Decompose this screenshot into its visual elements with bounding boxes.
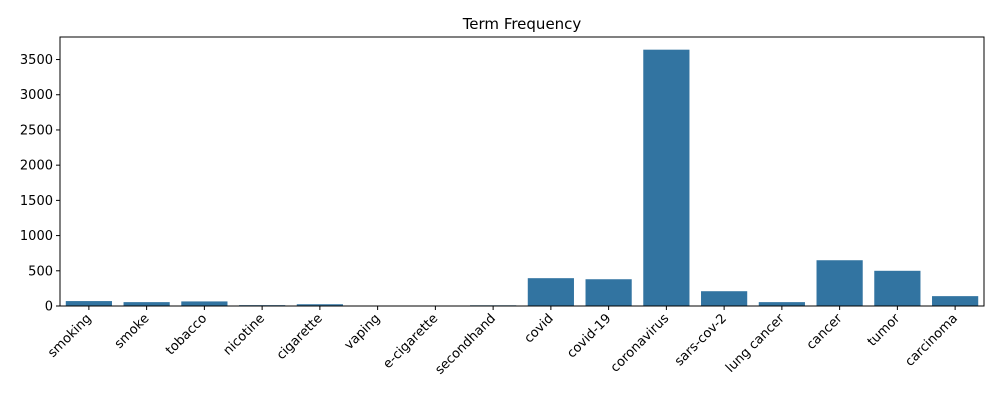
x-tick-label: coronavirus [608, 311, 672, 375]
x-tick-label: smoke [112, 311, 153, 352]
y-tick-label: 2000 [20, 159, 53, 174]
bar-sars-cov-2 [701, 291, 748, 306]
bar-cancer [816, 260, 863, 306]
y-tick-label: 3000 [20, 88, 53, 103]
bars-group [65, 49, 979, 307]
x-tick-label: tobacco [163, 311, 210, 358]
x-tick-label: cancer [804, 311, 846, 353]
bar-lung-cancer [758, 302, 805, 306]
x-tick-label: vaping [342, 311, 384, 353]
x-tick-label: covid [522, 311, 557, 346]
bar-carcinoma [932, 296, 979, 306]
bar-covid [527, 278, 574, 306]
x-tick-label: smoking [45, 311, 95, 361]
y-tick-label: 500 [28, 264, 53, 279]
x-tick-label: sars-cov-2 [672, 311, 730, 369]
x-tick-label: nicotine [221, 311, 268, 358]
x-tick-label: secondhand [432, 311, 499, 378]
bar-smoke [123, 302, 170, 306]
x-tick-label: cigarette [274, 311, 326, 363]
bar-cigarette [296, 304, 343, 306]
bar-smoking [65, 301, 112, 306]
x-tick-label: covid-19 [564, 311, 614, 361]
plot-frame [59, 36, 985, 307]
bar-tumor [874, 270, 921, 306]
y-tick-label: 0 [45, 300, 53, 315]
y-axis: 0 500 1000 1500 2000 2500 3000 3500 [20, 53, 60, 315]
chart-title: Term Frequency [462, 15, 582, 33]
bar-tobacco [181, 301, 228, 306]
y-tick-label: 1500 [20, 194, 53, 209]
bar-coronavirus [643, 49, 690, 307]
x-tick-label: carcinoma [902, 311, 961, 370]
x-tick-label: tumor [865, 311, 904, 350]
x-axis: smoking smoke tobacco nicotine cigarette vapi… [45, 306, 961, 378]
bar-covid-19 [585, 279, 632, 306]
x-tick-label: e-cigarette [380, 311, 441, 372]
y-tick-label: 3500 [20, 53, 53, 68]
y-tick-label: 2500 [20, 123, 53, 138]
x-tick-label: lung cancer [723, 311, 788, 376]
y-tick-label: 1000 [20, 229, 53, 244]
